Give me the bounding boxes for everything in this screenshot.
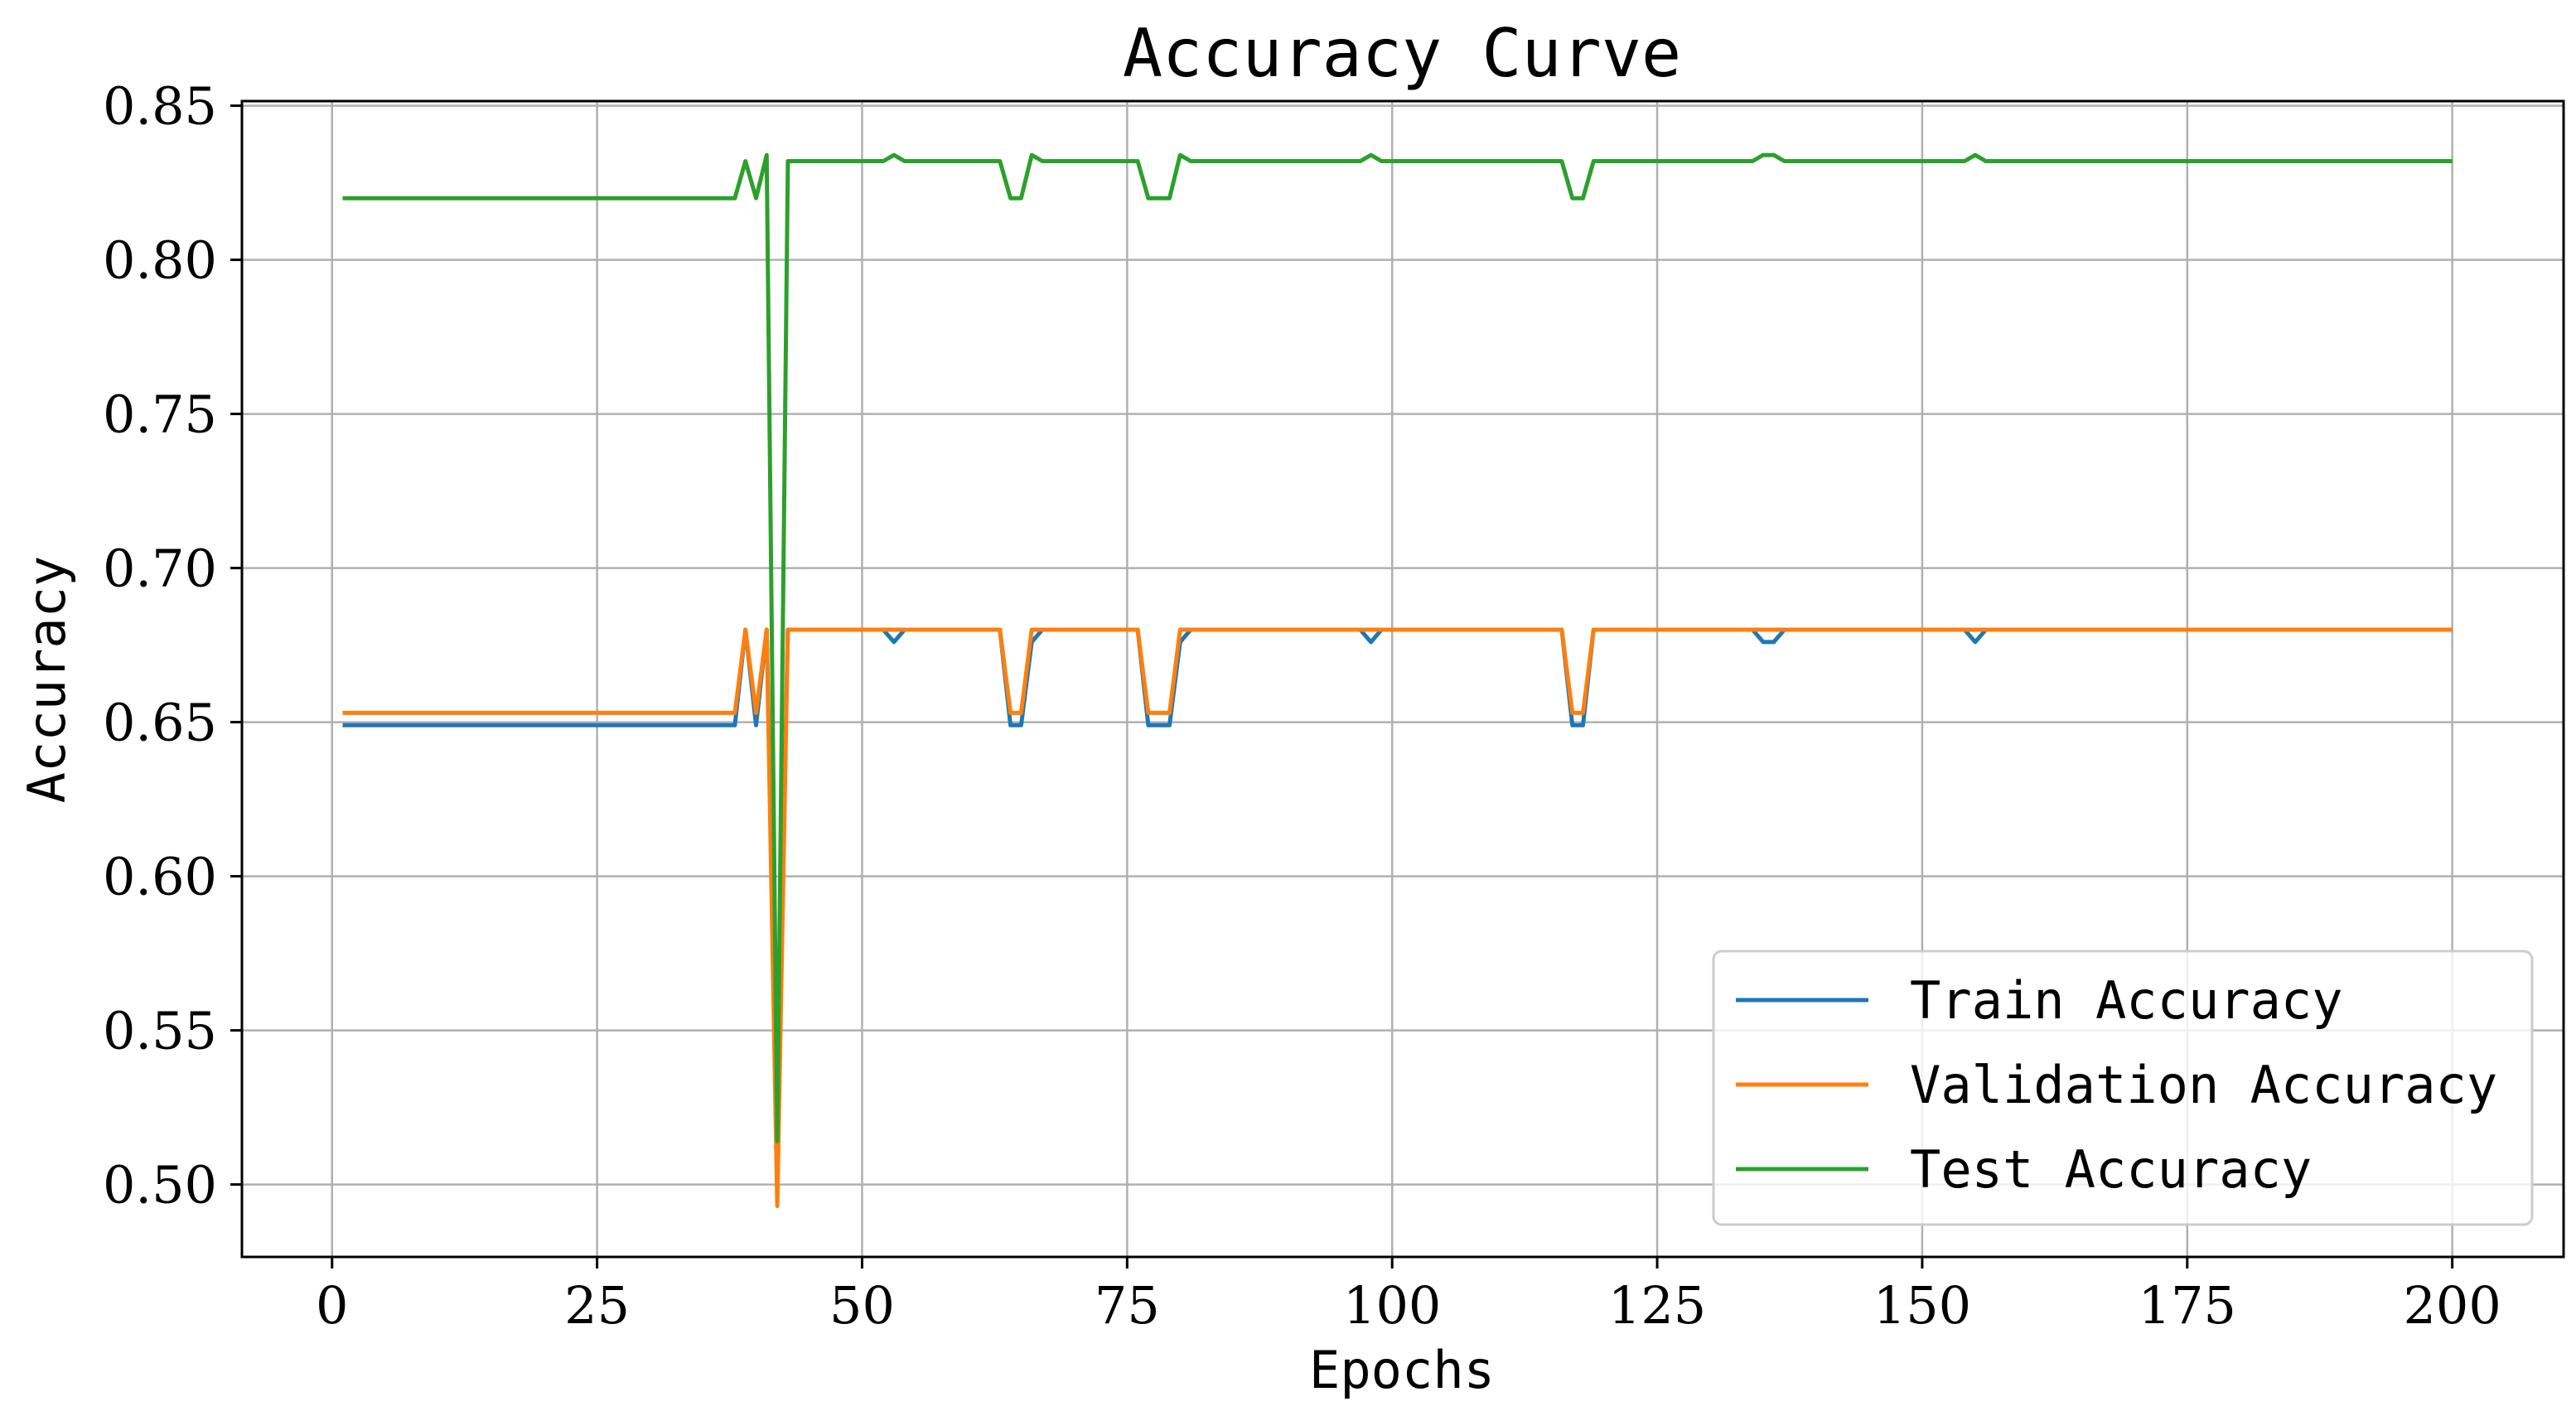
x-tick-label: 0 (316, 1275, 348, 1336)
plot-frame (240, 99, 2565, 1259)
tick-labels: 0 25 50 75 100 125 150 175 200 0.50 0.55 0.60 0.65 0.… (103, 76, 2501, 1336)
x-tick-label: 100 (1343, 1275, 1441, 1336)
y-tick-label: 0.65 (103, 693, 217, 753)
y-tick-label: 0.85 (103, 76, 217, 137)
series-line-1 (342, 627, 2453, 1209)
x-tick-label: 200 (2403, 1275, 2501, 1336)
x-tick-label: 125 (1608, 1275, 1706, 1336)
legend-entry-2: Test Accuracy (1910, 1139, 2312, 1200)
legend-entry-1: Validation Accuracy (1910, 1055, 2497, 1115)
x-tick-label: 50 (829, 1275, 895, 1336)
y-tick-label: 0.55 (103, 1001, 217, 1061)
x-axis-label: Epochs (1309, 1340, 1495, 1400)
y-tick-label: 0.50 (103, 1155, 217, 1215)
x-tick-label: 25 (564, 1275, 630, 1336)
x-tick-label: 175 (2139, 1275, 2236, 1336)
axis-ticks (230, 104, 2454, 1269)
series-line-2 (342, 152, 2453, 1143)
legend: Train Accuracy Validation Accuracy Test Ac… (1712, 950, 2534, 1226)
y-tick-label: 0.70 (103, 539, 217, 599)
y-tick-label: 0.75 (103, 384, 217, 445)
chart-title: Accuracy Curve (1123, 15, 1681, 92)
x-tick-label: 75 (1095, 1275, 1160, 1336)
y-tick-label: 0.60 (103, 847, 217, 907)
series-layer (342, 152, 2453, 1209)
legend-entry-0: Train Accuracy (1910, 970, 2343, 1031)
legend-box (1712, 950, 2534, 1226)
x-tick-label: 150 (1873, 1275, 1971, 1336)
y-axis-label: Accuracy (17, 556, 77, 804)
y-tick-label: 0.80 (103, 230, 217, 291)
